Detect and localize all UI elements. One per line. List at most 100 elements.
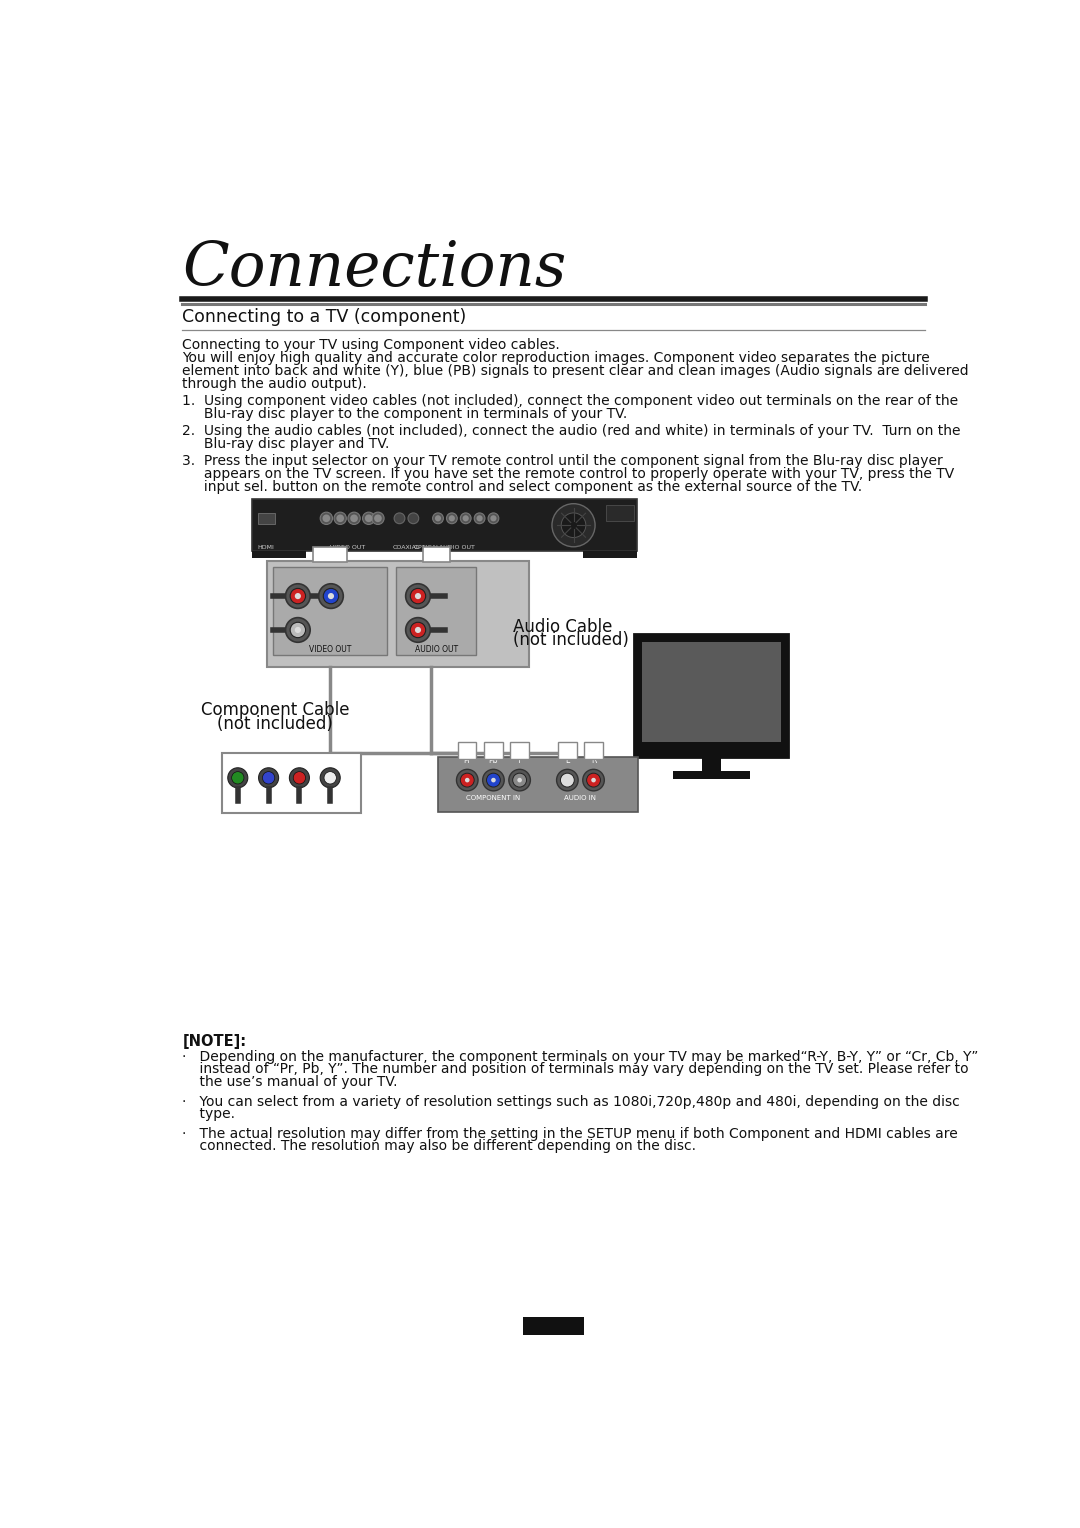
Bar bbox=[558, 741, 577, 758]
Circle shape bbox=[556, 769, 578, 792]
Circle shape bbox=[291, 588, 306, 604]
Text: Pb: Pb bbox=[262, 753, 274, 762]
Text: through the audio output).: through the audio output). bbox=[183, 377, 367, 391]
Text: COMPONENT IN: COMPONENT IN bbox=[467, 795, 521, 801]
Text: L: L bbox=[565, 756, 569, 766]
Circle shape bbox=[289, 767, 309, 788]
Circle shape bbox=[435, 515, 441, 521]
Bar bbox=[458, 741, 476, 758]
Circle shape bbox=[348, 512, 361, 524]
Text: 3.  Press the input selector on your TV remote control until the component signa: 3. Press the input selector on your TV r… bbox=[183, 454, 943, 468]
Circle shape bbox=[591, 778, 596, 782]
Circle shape bbox=[491, 778, 496, 782]
Text: HDMI: HDMI bbox=[257, 545, 274, 550]
Bar bbox=[523, 1317, 584, 1335]
Circle shape bbox=[462, 515, 469, 521]
Bar bbox=[273, 567, 387, 656]
Bar bbox=[222, 753, 361, 813]
Circle shape bbox=[374, 515, 382, 523]
Circle shape bbox=[457, 769, 478, 792]
Circle shape bbox=[483, 769, 504, 792]
Text: Pr: Pr bbox=[233, 753, 243, 762]
Text: instead of “Pr, Pb, Y”. The number and position of terminals may vary depending : instead of “Pr, Pb, Y”. The number and p… bbox=[183, 1062, 969, 1077]
Circle shape bbox=[415, 593, 421, 599]
Text: Y: Y bbox=[517, 756, 522, 766]
Text: Audio Cable: Audio Cable bbox=[513, 617, 612, 636]
Text: 1.  Using component video cables (not included), connect the component video out: 1. Using component video cables (not inc… bbox=[183, 394, 958, 408]
Circle shape bbox=[323, 588, 339, 604]
Text: Blu-ray disc player and TV.: Blu-ray disc player and TV. bbox=[183, 437, 390, 451]
Text: AUDIO OUT: AUDIO OUT bbox=[415, 645, 458, 654]
Circle shape bbox=[350, 515, 357, 523]
Text: input sel. button on the remote control and select component as the external sou: input sel. button on the remote control … bbox=[183, 480, 863, 495]
Circle shape bbox=[410, 622, 426, 637]
Text: white: white bbox=[315, 798, 346, 807]
Text: Connecting to your TV using Component video cables.: Connecting to your TV using Component vi… bbox=[183, 338, 561, 351]
Circle shape bbox=[517, 778, 522, 782]
Circle shape bbox=[228, 767, 247, 788]
Bar bbox=[313, 547, 347, 562]
Circle shape bbox=[285, 617, 310, 642]
Text: AUDIO IN: AUDIO IN bbox=[565, 795, 596, 801]
Circle shape bbox=[408, 513, 419, 524]
Circle shape bbox=[320, 512, 333, 524]
Text: appears on the TV screen. If you have set the remote control to properly operate: appears on the TV screen. If you have se… bbox=[183, 468, 955, 481]
Text: (not included): (not included) bbox=[513, 631, 629, 649]
Circle shape bbox=[465, 778, 470, 782]
Circle shape bbox=[295, 626, 301, 633]
Text: ·   You can select from a variety of resolution settings such as 1080i,720p,480p: · You can select from a variety of resol… bbox=[183, 1096, 960, 1109]
Circle shape bbox=[561, 773, 575, 787]
Text: green: green bbox=[221, 798, 254, 807]
Bar bbox=[634, 634, 788, 756]
Text: Y: Y bbox=[297, 753, 302, 762]
Text: Connections: Connections bbox=[183, 238, 567, 299]
Bar bbox=[511, 741, 529, 758]
Text: element into back and white (Y), blue (PB) signals to present clear and clean im: element into back and white (Y), blue (P… bbox=[183, 364, 969, 377]
Circle shape bbox=[565, 778, 569, 782]
Text: 2.  Using the audio cables (not included), connect the audio (red and white) in : 2. Using the audio cables (not included)… bbox=[183, 425, 961, 439]
Text: red: red bbox=[291, 798, 309, 807]
Text: [NOTE]:: [NOTE]: bbox=[183, 1034, 246, 1048]
Circle shape bbox=[415, 626, 421, 633]
Text: COAXIAL: COAXIAL bbox=[393, 545, 420, 550]
Text: Pr: Pr bbox=[463, 756, 471, 766]
Text: Component Cable: Component Cable bbox=[201, 701, 349, 718]
Circle shape bbox=[363, 512, 375, 524]
Bar bbox=[252, 552, 306, 558]
Circle shape bbox=[406, 584, 430, 608]
Text: ·   The actual resolution may differ from the setting in the SETUP menu if both : · The actual resolution may differ from … bbox=[183, 1128, 958, 1141]
Bar bbox=[396, 567, 476, 656]
Circle shape bbox=[449, 515, 455, 521]
Bar bbox=[258, 513, 274, 524]
Circle shape bbox=[323, 515, 330, 523]
Circle shape bbox=[460, 513, 471, 524]
Circle shape bbox=[552, 504, 595, 547]
Circle shape bbox=[324, 772, 336, 784]
Circle shape bbox=[586, 773, 600, 787]
Text: Blu-ray disc player to the component in terminals of your TV.: Blu-ray disc player to the component in … bbox=[183, 406, 627, 422]
Text: 21: 21 bbox=[544, 1319, 563, 1334]
Circle shape bbox=[334, 512, 347, 524]
Circle shape bbox=[291, 622, 306, 637]
Circle shape bbox=[262, 772, 274, 784]
Text: Pb: Pb bbox=[488, 756, 498, 766]
Bar bbox=[642, 642, 781, 741]
Circle shape bbox=[394, 513, 405, 524]
Circle shape bbox=[231, 772, 244, 784]
Text: blue: blue bbox=[257, 798, 281, 807]
Bar bbox=[267, 561, 529, 666]
Circle shape bbox=[285, 584, 310, 608]
Bar bbox=[673, 770, 750, 779]
Text: VIDEO OUT: VIDEO OUT bbox=[309, 645, 351, 654]
Circle shape bbox=[562, 513, 585, 538]
Circle shape bbox=[583, 769, 605, 792]
Circle shape bbox=[513, 773, 527, 787]
Text: R: R bbox=[591, 756, 596, 766]
Circle shape bbox=[295, 593, 301, 599]
Circle shape bbox=[488, 513, 499, 524]
Circle shape bbox=[460, 773, 474, 787]
Text: You will enjoy high quality and accurate color reproduction images. Component vi: You will enjoy high quality and accurate… bbox=[183, 351, 930, 365]
Circle shape bbox=[328, 593, 334, 599]
Circle shape bbox=[336, 515, 345, 523]
Text: (not included): (not included) bbox=[217, 715, 333, 732]
